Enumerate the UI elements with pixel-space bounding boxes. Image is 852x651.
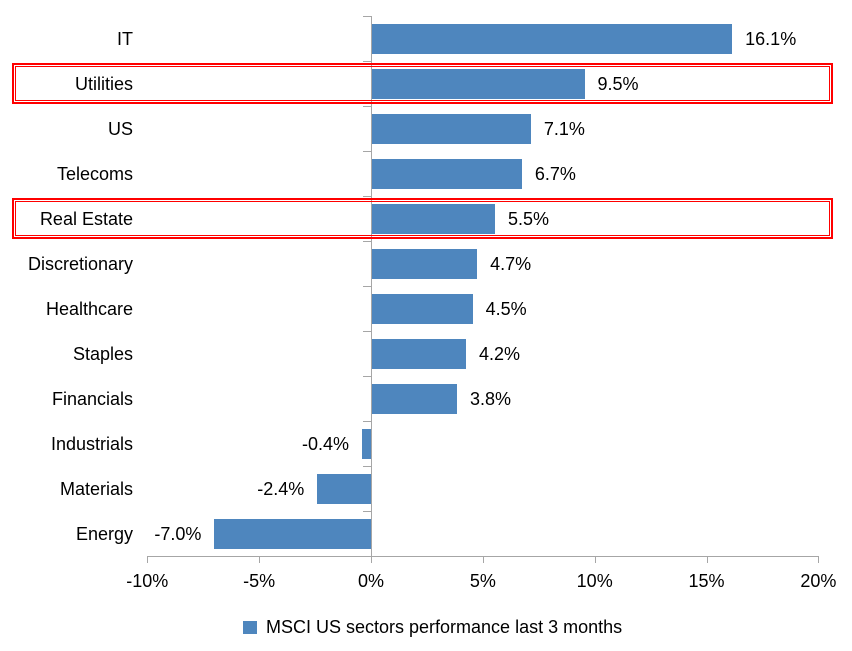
value-label-utilities: 9.5% — [597, 73, 639, 94]
legend: MSCI US sectors performance last 3 month… — [243, 616, 622, 638]
category-tick — [363, 421, 371, 422]
category-label-us: US — [107, 118, 133, 139]
x-tick-label-10: 10% — [576, 571, 613, 591]
bar-us — [372, 113, 531, 144]
category-label-real-estate: Real Estate — [39, 208, 133, 229]
category-label-materials: Materials — [59, 478, 133, 499]
category-label-industrials: Industrials — [50, 433, 133, 454]
value-label-us: 7.1% — [543, 118, 585, 139]
category-tick — [363, 511, 371, 512]
bar-staples — [372, 338, 466, 369]
category-label-telecoms: Telecoms — [56, 163, 133, 184]
bar-it — [372, 23, 733, 54]
x-tick-0 — [371, 556, 372, 563]
category-label-healthcare: Healthcare — [45, 298, 133, 319]
value-label-discretionary: 4.7% — [490, 253, 532, 274]
bar-materials — [317, 473, 371, 504]
category-tick — [363, 16, 371, 17]
category-tick — [363, 196, 371, 197]
category-tick — [363, 61, 371, 62]
highlight-box-real-estate — [12, 198, 833, 239]
x-tick-label-0: 0% — [357, 571, 384, 591]
category-tick — [363, 466, 371, 467]
x-tick-label-20: 20% — [800, 571, 837, 591]
category-axis-line — [371, 16, 372, 563]
bar-telecoms — [372, 158, 522, 189]
category-tick — [363, 286, 371, 287]
value-label-staples: 4.2% — [478, 343, 520, 364]
legend-label: MSCI US sectors performance last 3 month… — [266, 617, 623, 637]
category-tick — [363, 241, 371, 242]
legend-swatch-icon — [243, 620, 257, 634]
category-label-staples: Staples — [72, 343, 133, 364]
x-tick--10 — [147, 556, 149, 563]
value-label-energy: -7.0% — [154, 523, 202, 544]
value-label-materials: -2.4% — [257, 478, 305, 499]
bar-financials — [372, 383, 457, 414]
bar-utilities — [372, 68, 585, 99]
highlight-box-utilities — [12, 63, 833, 104]
x-tick-5 — [482, 556, 484, 563]
category-label-financials: Financials — [51, 388, 133, 409]
category-tick — [363, 556, 371, 557]
value-label-it: 16.1% — [745, 28, 797, 49]
x-tick-label--5: -5% — [243, 571, 276, 591]
category-tick — [363, 151, 371, 152]
value-label-telecoms: 6.7% — [534, 163, 576, 184]
category-tick — [363, 331, 371, 332]
x-tick-label-5: 5% — [469, 571, 496, 591]
category-tick — [363, 376, 371, 377]
x-tick--5 — [259, 556, 261, 563]
x-tick-label--10: -10% — [126, 571, 169, 591]
bar-discretionary — [372, 248, 478, 279]
value-label-real-estate: 5.5% — [508, 208, 550, 229]
value-label-industrials: -0.4% — [302, 433, 350, 454]
bar-real-estate — [372, 203, 496, 234]
category-label-utilities: Utilities — [74, 73, 133, 94]
category-label-it: IT — [117, 28, 133, 49]
value-label-financials: 3.8% — [470, 388, 512, 409]
bar-healthcare — [372, 293, 473, 324]
x-tick-20 — [818, 556, 820, 563]
category-label-discretionary: Discretionary — [27, 253, 133, 274]
bar-energy — [214, 518, 371, 549]
bar-industrials — [362, 428, 371, 459]
category-tick — [363, 106, 371, 107]
x-tick-label-15: 15% — [688, 571, 725, 591]
value-label-healthcare: 4.5% — [485, 298, 527, 319]
category-label-energy: Energy — [75, 523, 133, 544]
x-tick-15 — [706, 556, 708, 563]
x-tick-10 — [594, 556, 596, 563]
